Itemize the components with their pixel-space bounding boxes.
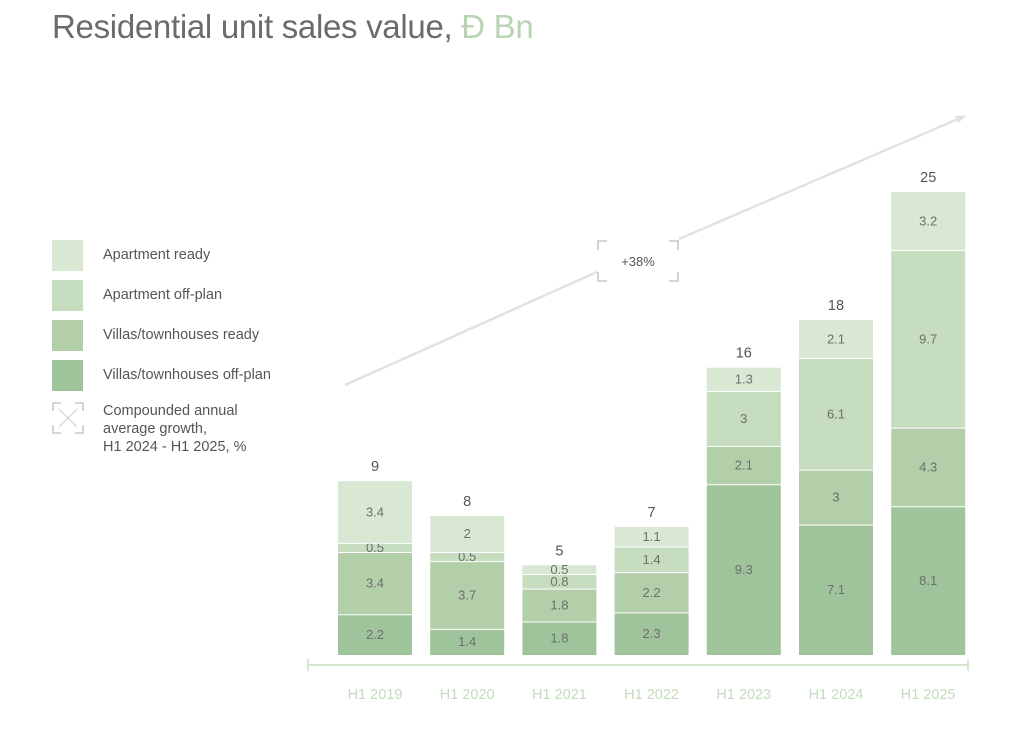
total-label-h1-2024: 18 bbox=[828, 298, 844, 314]
data-label-h1-2019-villas-townhouses-ready: 3.4 bbox=[366, 576, 384, 591]
bar-segment-h1-2023-apartment-ready bbox=[706, 367, 781, 392]
growth-bracket bbox=[597, 240, 679, 282]
data-label-h1-2019-villas-townhouses-off-plan: 2.2 bbox=[366, 627, 384, 642]
bar-segment-h1-2022-apartment-ready bbox=[614, 526, 689, 548]
x-tick-label-h1-2025: H1 2025 bbox=[901, 687, 956, 703]
legend-label-villas-off-plan: Villas/townhouses off-plan bbox=[103, 367, 271, 383]
data-label-h1-2021-apartment-off-plan: 0.8 bbox=[550, 574, 568, 589]
bar-segment-h1-2025-villas-townhouses-ready bbox=[891, 428, 966, 507]
legend-growth-label: Compounded annual average growth, H1 202… bbox=[103, 402, 303, 456]
legend-item-villas-off-plan: Villas/townhouses off-plan bbox=[52, 360, 312, 400]
data-label-h1-2025-apartment-ready: 3.2 bbox=[919, 213, 937, 228]
legend: Apartment ready Apartment off-plan Villa… bbox=[52, 240, 312, 470]
bar-segment-h1-2024-villas-townhouses-off-plan bbox=[799, 525, 873, 655]
legend-growth-line-2: average growth, bbox=[103, 421, 207, 437]
legend-swatch-apartment-off-plan bbox=[52, 280, 83, 311]
legend-swatch-villas-ready bbox=[52, 320, 83, 351]
growth-annotation-label: +38% bbox=[621, 254, 655, 269]
bar-segment-h1-2021-villas-townhouses-off-plan bbox=[522, 622, 597, 655]
data-label-h1-2023-villas-townhouses-off-plan: 9.3 bbox=[735, 562, 753, 577]
bar-segment-h1-2021-villas-townhouses-ready bbox=[522, 589, 597, 623]
data-label-h1-2022-apartment-off-plan: 1.4 bbox=[643, 552, 661, 567]
x-tick-label-h1-2022: H1 2022 bbox=[624, 687, 679, 703]
data-label-h1-2020-villas-townhouses-ready: 3.7 bbox=[458, 588, 476, 603]
legend-label-apartment-ready: Apartment ready bbox=[103, 247, 211, 263]
data-label-h1-2025-villas-townhouses-ready: 4.3 bbox=[919, 459, 937, 474]
data-label-h1-2021-villas-townhouses-off-plan: 1.8 bbox=[550, 631, 568, 646]
bar-segment-h1-2021-apartment-off-plan bbox=[522, 574, 597, 590]
bar-segment-h1-2023-villas-townhouses-off-plan bbox=[706, 484, 781, 655]
data-label-h1-2025-villas-townhouses-off-plan: 8.1 bbox=[919, 573, 937, 588]
data-label-h1-2024-villas-townhouses-ready: 3 bbox=[832, 490, 839, 505]
data-label-h1-2024-apartment-off-plan: 6.1 bbox=[827, 406, 845, 421]
legend-label-apartment-off-plan: Apartment off-plan bbox=[103, 287, 223, 303]
legend-item-villas-ready: Villas/townhouses ready bbox=[52, 320, 312, 360]
legend-swatch-villas-off-plan bbox=[52, 360, 83, 391]
x-tick-label-h1-2019: H1 2019 bbox=[348, 687, 403, 703]
bar-segment-h1-2020-apartment-off-plan bbox=[430, 552, 505, 562]
growth-trend: +38% bbox=[344, 114, 966, 387]
bar-segment-h1-2025-apartment-off-plan bbox=[891, 250, 966, 429]
data-label-h1-2019-apartment-ready: 3.4 bbox=[366, 504, 384, 519]
bar-segment-h1-2024-apartment-off-plan bbox=[799, 358, 873, 471]
bar-segment-h1-2019-villas-townhouses-off-plan bbox=[338, 614, 412, 655]
data-label-h1-2023-apartment-ready: 1.3 bbox=[735, 372, 753, 387]
legend-swatch-apartment-ready bbox=[52, 240, 83, 271]
data-label-h1-2022-villas-townhouses-ready: 2.2 bbox=[643, 585, 661, 600]
x-tick-label-h1-2023: H1 2023 bbox=[716, 687, 771, 703]
data-label-h1-2024-villas-townhouses-off-plan: 7.1 bbox=[827, 582, 845, 597]
legend-label-villas-ready: Villas/townhouses ready bbox=[103, 327, 260, 343]
bar-segment-h1-2025-villas-townhouses-off-plan bbox=[891, 506, 966, 655]
bar-segment-h1-2022-villas-townhouses-off-plan bbox=[614, 612, 689, 655]
total-label-h1-2025: 25 bbox=[920, 170, 936, 186]
bar-segment-h1-2025-apartment-ready bbox=[891, 192, 966, 251]
legend-item-apartment-off-plan: Apartment off-plan bbox=[52, 280, 312, 320]
chart-title: Residential unit sales value, Đ Bn bbox=[52, 8, 534, 46]
data-label-h1-2021-villas-townhouses-ready: 1.8 bbox=[550, 598, 568, 613]
bar-segment-h1-2022-villas-townhouses-ready bbox=[614, 572, 689, 613]
data-label-h1-2020-villas-townhouses-off-plan: 1.4 bbox=[458, 634, 476, 649]
bar-segment-h1-2022-apartment-off-plan bbox=[614, 547, 689, 573]
x-tick-label-h1-2024: H1 2024 bbox=[809, 687, 864, 703]
data-label-h1-2022-villas-townhouses-off-plan: 2.3 bbox=[643, 626, 661, 641]
bar-segment-h1-2019-apartment-off-plan bbox=[338, 543, 412, 553]
chart-title-unit: Đ Bn bbox=[461, 8, 534, 45]
legend-growth-line-3: H1 2024 - H1 2025, % bbox=[103, 439, 247, 455]
bar-segment-h1-2020-apartment-ready bbox=[430, 515, 505, 553]
trend-line-lower bbox=[344, 270, 598, 387]
data-label-h1-2022-apartment-ready: 1.1 bbox=[643, 529, 661, 544]
bars: 2.23.40.53.491.43.70.5281.81.80.80.552.3… bbox=[338, 170, 966, 655]
legend-growth-line-1: Compounded annual bbox=[103, 403, 238, 419]
bar-segment-h1-2023-villas-townhouses-ready bbox=[706, 446, 781, 485]
x-tick-label-h1-2021: H1 2021 bbox=[532, 687, 587, 703]
data-label-h1-2023-villas-townhouses-ready: 2.1 bbox=[735, 458, 753, 473]
legend-item-growth: Compounded annual average growth, H1 202… bbox=[52, 400, 312, 470]
bar-segment-h1-2020-villas-townhouses-ready bbox=[430, 561, 505, 630]
bar-segment-h1-2021-apartment-ready bbox=[522, 565, 597, 575]
total-label-h1-2022: 7 bbox=[648, 505, 656, 521]
bar-segment-h1-2024-villas-townhouses-ready bbox=[799, 470, 873, 526]
legend-item-apartment-ready: Apartment ready bbox=[52, 240, 312, 280]
bar-segment-h1-2023-apartment-off-plan bbox=[706, 391, 781, 447]
total-label-h1-2020: 8 bbox=[463, 494, 471, 510]
bar-segment-h1-2020-villas-townhouses-off-plan bbox=[430, 629, 505, 655]
data-label-h1-2021-apartment-ready: 0.5 bbox=[550, 562, 568, 577]
total-label-h1-2023: 16 bbox=[736, 346, 752, 362]
data-label-h1-2025-apartment-off-plan: 9.7 bbox=[919, 331, 937, 346]
chart-title-text: Residential unit sales value, bbox=[52, 8, 453, 45]
total-label-h1-2019: 9 bbox=[371, 459, 379, 475]
growth-bracket-icon bbox=[52, 402, 84, 434]
x-tick-label-h1-2020: H1 2020 bbox=[440, 687, 495, 703]
total-label-h1-2021: 5 bbox=[555, 543, 563, 559]
trend-arrow bbox=[678, 114, 966, 241]
bar-segment-h1-2019-apartment-ready bbox=[338, 481, 412, 544]
x-axis: H1 2019 H1 2020 H1 2021 H1 2022 H1 2023 H1 20… bbox=[307, 659, 969, 703]
data-label-h1-2024-apartment-ready: 2.1 bbox=[827, 331, 845, 346]
bar-segment-h1-2019-villas-townhouses-ready bbox=[338, 552, 412, 615]
data-label-h1-2020-apartment-ready: 2 bbox=[464, 526, 471, 541]
bar-segment-h1-2024-apartment-ready bbox=[799, 320, 873, 359]
data-label-h1-2023-apartment-off-plan: 3 bbox=[740, 411, 747, 426]
